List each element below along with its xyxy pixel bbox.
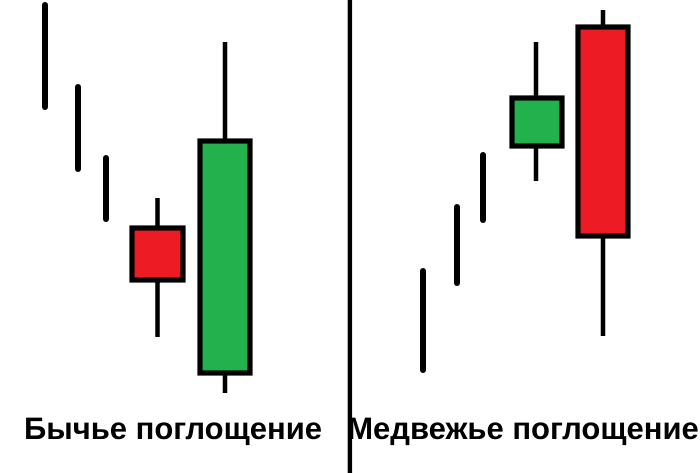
svg-text:Бычье поглощение: Бычье поглощение xyxy=(24,411,322,446)
svg-text:Медвежье поглощение: Медвежье поглощение xyxy=(347,411,699,446)
